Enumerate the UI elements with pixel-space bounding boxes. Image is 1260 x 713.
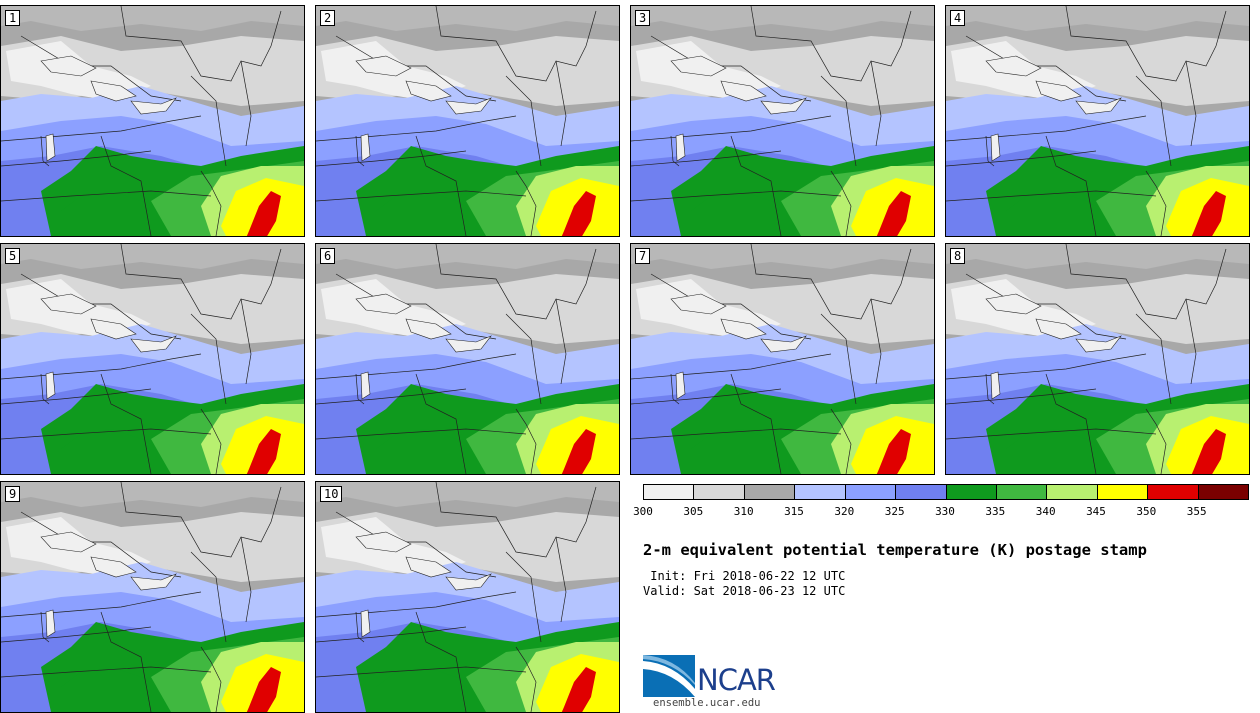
member-panel-4: 4 (945, 5, 1250, 237)
member-label: 8 (950, 248, 966, 264)
colorbar-swatch (1198, 485, 1249, 499)
ensemble-map (631, 244, 934, 474)
colorbar-swatch (644, 485, 695, 499)
colorbar-tick-label: 330 (935, 505, 955, 518)
colorbar-swatch (845, 485, 897, 499)
colorbar-swatch (744, 485, 796, 499)
ncar-logo-icon (643, 655, 695, 697)
ensemble-map (946, 244, 1249, 474)
ensemble-map (1, 244, 304, 474)
colorbar-swatch (1047, 485, 1098, 499)
ensemble-url: ensemble.ucar.edu (653, 697, 761, 709)
colorbar-tick-label: 325 (884, 505, 905, 518)
member-label: 1 (5, 10, 21, 26)
colorbar-tick-label: 310 (733, 505, 754, 518)
member-label: 7 (635, 248, 651, 264)
figure-title: 2-m equivalent potential temperature (K)… (643, 541, 1147, 559)
member-panel-10: 10 (315, 481, 620, 713)
colorbar-tick-label: 300 (633, 505, 653, 518)
valid-time: Valid: Sat 2018-06-23 12 UTC (643, 584, 846, 598)
member-panel-3: 3 (630, 5, 935, 237)
init-time: Init: Fri 2018-06-22 12 UTC (643, 569, 846, 583)
ensemble-map (316, 244, 619, 474)
ensemble-map (631, 6, 934, 236)
colorbar-tick-label: 355 (1186, 505, 1207, 518)
member-panel-1: 1 (0, 5, 305, 237)
member-panel-5: 5 (0, 243, 305, 475)
member-panel-8: 8 (945, 243, 1250, 475)
colorbar-swatch (694, 485, 745, 499)
member-label: 5 (5, 248, 21, 264)
member-label: 3 (635, 10, 651, 26)
member-panel-2: 2 (315, 5, 620, 237)
ensemble-map (316, 482, 619, 712)
ensemble-map (316, 6, 619, 236)
ensemble-map (1, 482, 304, 712)
member-label: 10 (320, 486, 343, 502)
colorbar-swatch (1148, 485, 1199, 499)
member-label: 2 (320, 10, 336, 26)
colorbar-tick-label: 340 (1035, 505, 1056, 518)
colorbar-swatch (795, 485, 846, 499)
member-label: 9 (5, 486, 21, 502)
member-panel-7: 7 (630, 243, 935, 475)
colorbar-swatch (1097, 485, 1149, 499)
member-label: 4 (950, 10, 966, 26)
ensemble-map (946, 6, 1249, 236)
ncar-logo-text: NCAR (697, 663, 776, 697)
member-panel-9: 9 (0, 481, 305, 713)
member-label: 6 (320, 248, 336, 264)
colorbar-tick-label: 315 (784, 505, 804, 518)
colorbar-tick-label: 345 (1086, 505, 1106, 518)
colorbar-tick-label: 335 (985, 505, 1006, 518)
colorbar-tick-label: 350 (1136, 505, 1157, 518)
ensemble-map (1, 6, 304, 236)
colorbar-swatch (996, 485, 1048, 499)
member-panel-6: 6 (315, 243, 620, 475)
colorbar-tick-label: 305 (683, 505, 704, 518)
colorbar (643, 484, 1249, 500)
colorbar-tick-label: 320 (834, 505, 855, 518)
colorbar-swatch (946, 485, 997, 499)
colorbar-swatch (896, 485, 947, 499)
